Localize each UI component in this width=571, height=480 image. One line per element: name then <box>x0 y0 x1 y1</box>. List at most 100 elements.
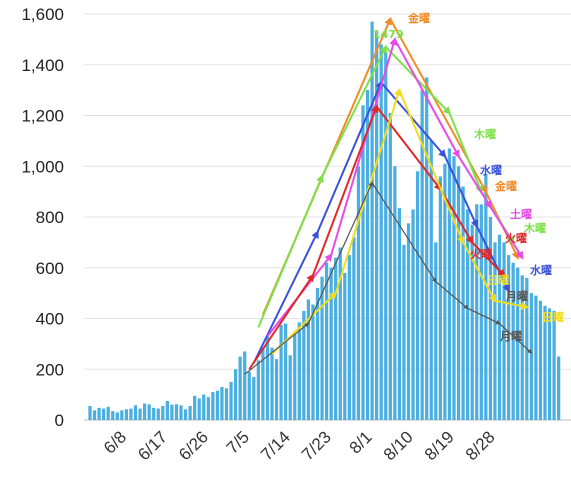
weekday-segment <box>371 182 437 283</box>
bar <box>529 293 533 420</box>
weekday-segment <box>448 112 483 194</box>
weekday-segment <box>489 206 524 260</box>
weekday-segment <box>494 299 530 310</box>
bar <box>152 407 156 420</box>
bar <box>320 276 324 420</box>
bar <box>124 409 129 420</box>
y-tick-label: 800 <box>36 208 64 227</box>
bar <box>256 360 260 420</box>
bar <box>352 237 356 420</box>
bars <box>88 21 561 421</box>
x-tick-label: 8/1 <box>346 427 376 457</box>
bar <box>120 410 124 420</box>
weekday-segment <box>398 89 465 245</box>
bar <box>138 408 142 420</box>
bar <box>384 52 388 420</box>
weekday-segment <box>499 323 533 354</box>
x-tick-label: 6/8 <box>100 427 130 457</box>
bar <box>470 224 474 420</box>
bar <box>183 409 188 420</box>
bar <box>375 31 379 420</box>
x-tick-label: 8/19 <box>421 427 458 464</box>
bar <box>538 300 543 420</box>
bar <box>425 77 429 420</box>
bar <box>297 322 301 420</box>
bar <box>393 166 397 420</box>
bar <box>402 244 406 420</box>
weekday-segment <box>330 37 398 256</box>
bar <box>133 405 138 420</box>
bar <box>365 90 370 420</box>
bar <box>502 242 506 420</box>
weekday-segment <box>467 307 501 325</box>
weekday-segment <box>471 241 506 278</box>
bar <box>370 21 374 421</box>
bar <box>215 390 220 420</box>
bar <box>315 288 320 420</box>
bar <box>497 234 502 420</box>
weekday-segment <box>475 225 510 293</box>
weekday-segment <box>457 155 492 209</box>
bar <box>293 333 297 420</box>
bar <box>115 412 119 420</box>
bar <box>220 387 224 420</box>
weekday-segment <box>312 104 379 276</box>
bar <box>429 140 433 420</box>
bar <box>97 407 101 420</box>
weekday-segment <box>257 174 324 328</box>
bar <box>224 388 229 420</box>
bar <box>415 171 420 420</box>
bar <box>302 310 306 420</box>
bar <box>211 392 215 420</box>
bar <box>261 347 265 420</box>
bar <box>106 406 110 420</box>
weekday-label: 日曜 <box>542 311 564 324</box>
weekday-label: 水曜 <box>480 163 502 177</box>
bar <box>284 323 288 420</box>
bar <box>488 217 493 420</box>
weekday-label: 日曜 <box>487 274 509 287</box>
bar <box>142 403 147 420</box>
bar <box>520 275 524 420</box>
bar <box>484 173 488 420</box>
bar <box>233 369 238 420</box>
weekday-label: 水曜 <box>530 263 552 277</box>
bar <box>329 267 333 420</box>
bar <box>406 223 411 420</box>
bar <box>174 404 179 420</box>
bar <box>188 406 192 420</box>
bar <box>288 355 292 420</box>
weekday-segment <box>244 322 310 375</box>
bar <box>479 204 483 420</box>
x-tick-label: 7/23 <box>298 427 335 464</box>
weekday-segment <box>462 241 497 303</box>
bar <box>447 148 452 421</box>
bar <box>193 395 197 420</box>
bar <box>179 405 183 420</box>
bar <box>206 397 210 420</box>
bar <box>461 186 465 420</box>
bar <box>156 408 160 420</box>
bar <box>338 247 342 420</box>
bar <box>161 406 165 420</box>
bar <box>324 262 329 420</box>
weekday-segment <box>443 155 479 229</box>
x-axis-ticks: 6/8 6/17 6/26 7/5 7/14 7/23 8/1 8/10 8/19 8/28 <box>100 427 499 464</box>
bar <box>202 394 206 420</box>
y-tick-label: 1,400 <box>21 56 64 75</box>
bar <box>197 398 201 420</box>
bar <box>543 305 547 420</box>
bar <box>506 255 511 420</box>
weekday-segment <box>380 81 447 158</box>
bar <box>534 295 538 420</box>
y-tick-label: 200 <box>36 360 64 379</box>
x-tick-label: 7/14 <box>257 427 294 464</box>
bar <box>379 44 383 420</box>
bar <box>347 255 351 420</box>
bar <box>434 242 438 420</box>
bar <box>306 299 311 420</box>
x-tick-label: 6/17 <box>134 427 171 464</box>
weekday-segment <box>439 188 474 245</box>
